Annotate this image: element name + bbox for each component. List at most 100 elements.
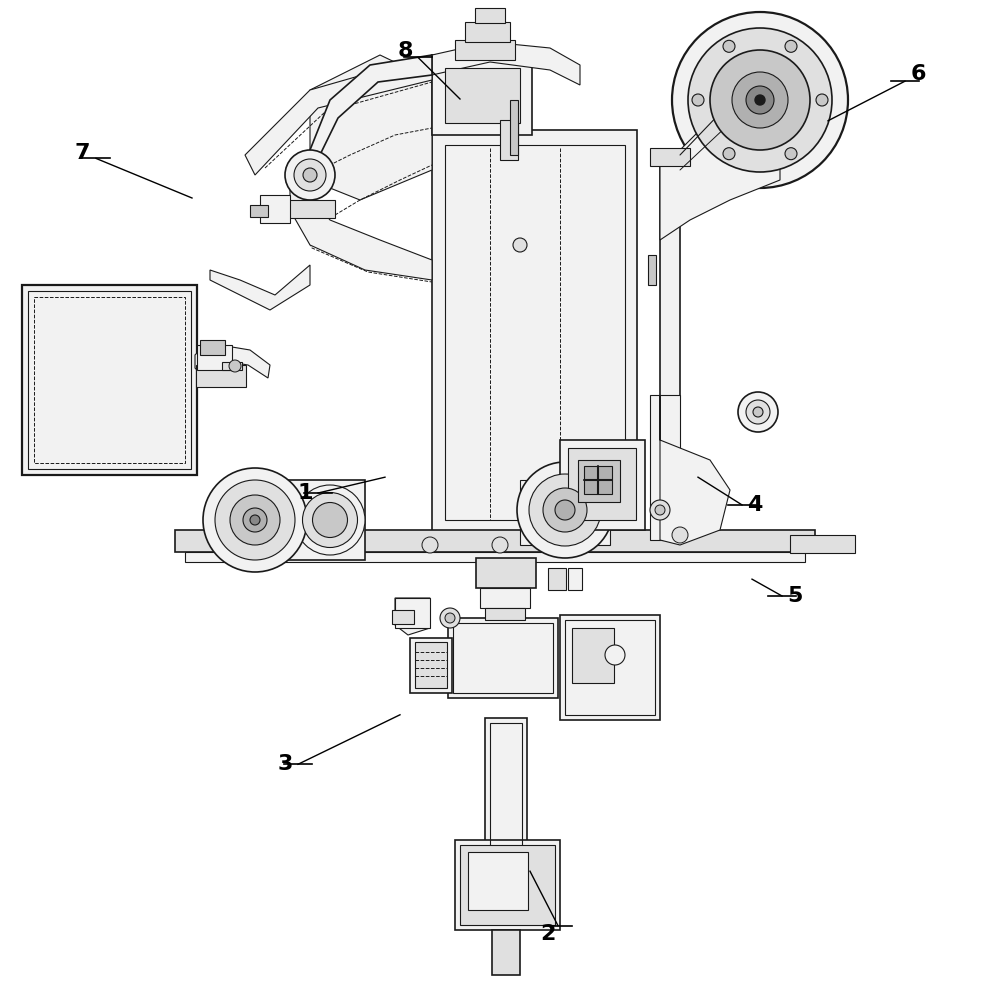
Bar — [410, 638, 452, 693]
Circle shape — [529, 474, 601, 546]
Bar — [548, 568, 566, 590]
Bar — [392, 610, 414, 624]
Polygon shape — [432, 42, 580, 85]
Text: 3: 3 — [277, 754, 293, 774]
Bar — [445, 145, 625, 520]
Bar — [260, 195, 290, 223]
Text: 1: 1 — [297, 483, 313, 503]
Polygon shape — [660, 95, 780, 240]
Bar — [415, 642, 447, 688]
Text: 7: 7 — [74, 144, 90, 163]
Circle shape — [294, 159, 326, 191]
Bar — [460, 845, 555, 925]
Ellipse shape — [302, 492, 358, 547]
Bar — [475, 8, 505, 23]
Circle shape — [513, 238, 527, 252]
Circle shape — [605, 645, 625, 665]
Circle shape — [650, 500, 670, 520]
Bar — [476, 558, 536, 588]
Bar — [485, 608, 525, 620]
Bar — [500, 120, 518, 160]
Bar — [250, 205, 268, 217]
Bar — [455, 40, 515, 60]
Circle shape — [672, 12, 848, 188]
Circle shape — [215, 480, 295, 560]
Circle shape — [230, 495, 280, 545]
Circle shape — [732, 72, 788, 128]
Circle shape — [243, 508, 267, 532]
Bar — [568, 568, 582, 590]
Bar — [485, 718, 527, 898]
Circle shape — [555, 500, 575, 520]
Bar — [790, 535, 855, 553]
Bar — [222, 362, 242, 370]
Bar — [197, 345, 232, 370]
Polygon shape — [395, 598, 430, 635]
Circle shape — [746, 86, 774, 114]
Bar — [265, 200, 335, 218]
Bar — [650, 395, 680, 540]
Text: 6: 6 — [910, 64, 926, 84]
Bar — [235, 480, 365, 560]
Ellipse shape — [312, 503, 348, 538]
Circle shape — [543, 488, 587, 532]
Circle shape — [738, 392, 778, 432]
Bar — [568, 448, 636, 520]
Circle shape — [710, 50, 810, 150]
Bar — [578, 460, 620, 502]
Circle shape — [655, 505, 665, 515]
Bar — [28, 291, 191, 469]
Circle shape — [492, 537, 508, 553]
Bar — [648, 255, 656, 285]
Bar — [22, 285, 197, 475]
Bar — [560, 615, 660, 720]
Circle shape — [746, 400, 770, 424]
Text: 4: 4 — [747, 495, 763, 515]
Circle shape — [440, 608, 460, 628]
Bar — [572, 628, 614, 683]
Circle shape — [250, 515, 260, 525]
Bar — [650, 148, 690, 166]
Bar — [432, 55, 532, 135]
Polygon shape — [310, 55, 432, 165]
Ellipse shape — [295, 485, 365, 555]
Bar — [175, 530, 815, 552]
Bar — [465, 22, 510, 42]
Bar — [492, 930, 520, 975]
Bar — [448, 618, 558, 698]
Circle shape — [785, 41, 797, 52]
Circle shape — [303, 168, 317, 182]
Text: 8: 8 — [397, 42, 413, 61]
Circle shape — [723, 148, 735, 159]
Circle shape — [785, 148, 797, 159]
Bar — [480, 588, 530, 608]
Circle shape — [672, 527, 688, 543]
Bar — [660, 150, 680, 530]
Bar — [453, 623, 553, 693]
Bar — [34, 297, 185, 463]
Circle shape — [229, 360, 241, 372]
Circle shape — [517, 462, 613, 558]
Bar — [196, 365, 246, 387]
Bar — [395, 598, 430, 628]
Circle shape — [755, 95, 765, 105]
Circle shape — [688, 28, 832, 172]
Text: 2: 2 — [540, 924, 556, 943]
Polygon shape — [245, 55, 432, 175]
Circle shape — [422, 537, 438, 553]
Circle shape — [692, 94, 704, 106]
Polygon shape — [210, 265, 310, 310]
Bar — [520, 480, 610, 545]
Circle shape — [723, 41, 735, 52]
Bar — [432, 130, 637, 532]
Circle shape — [753, 407, 763, 417]
Bar — [510, 100, 518, 155]
Polygon shape — [195, 345, 270, 378]
Circle shape — [203, 468, 307, 572]
Polygon shape — [660, 395, 730, 545]
Bar — [490, 723, 522, 893]
Bar — [560, 440, 645, 530]
Text: 5: 5 — [787, 586, 803, 606]
Circle shape — [816, 94, 828, 106]
Bar — [468, 852, 528, 910]
